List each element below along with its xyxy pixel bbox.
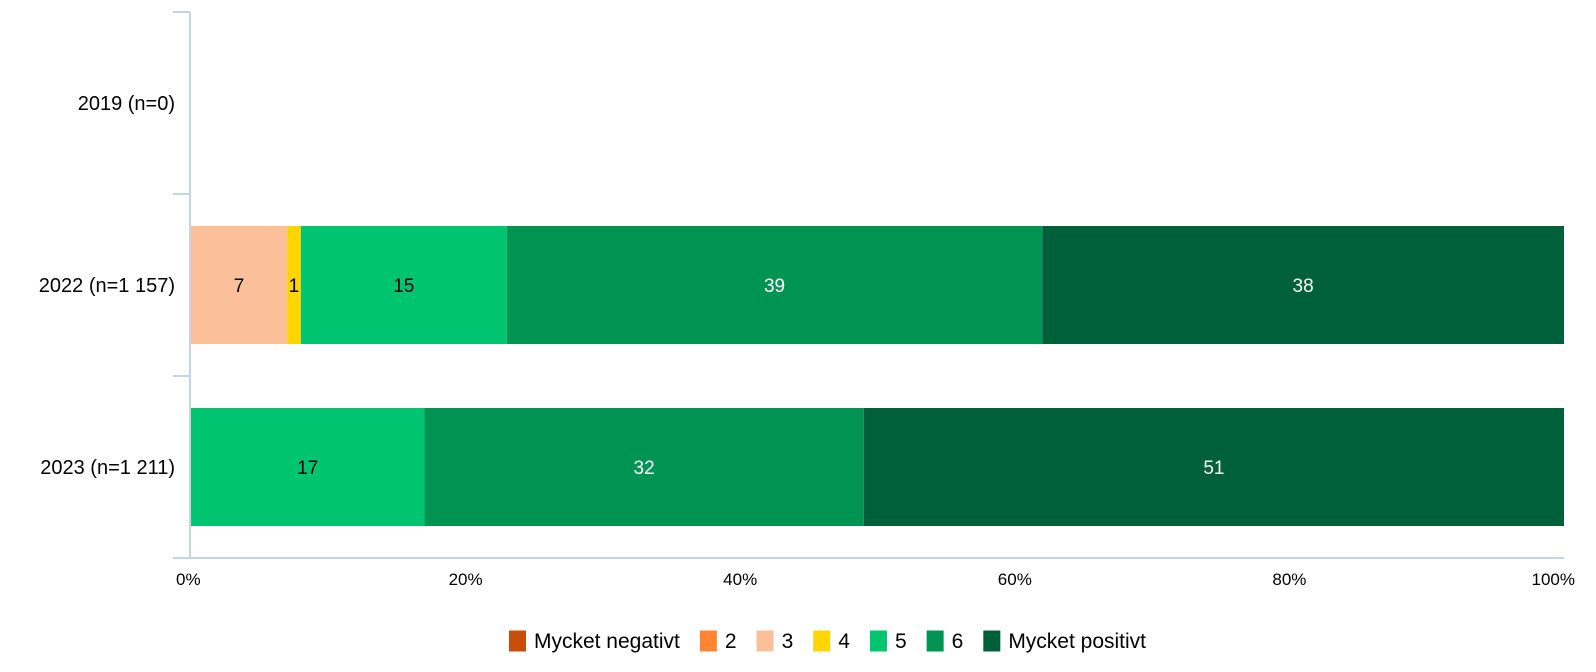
bar-segment [300,226,507,344]
data-label: 39 [764,276,785,297]
data-label: 15 [393,276,414,297]
legend-item: 4 [813,630,850,653]
category-label: 2019 (n=0) [78,93,175,115]
data-label: 17 [297,458,318,479]
legend-swatch [813,630,831,652]
category-label: 2023 (n=1 211) [40,457,175,479]
data-label: 1 [289,276,300,297]
legend-label: 6 [952,630,964,653]
legend-item: Mycket negativt [508,630,680,653]
data-label: 38 [1293,276,1314,297]
data-label: 32 [634,458,655,479]
bar-segment [863,408,1564,526]
legend-item: 6 [926,630,964,653]
legend-item: Mycket positivt [983,630,1146,653]
axes-layer: 2019 (n=0) 2022 (n=1 157) 2023 (n=1 211) 0%… [39,11,1575,589]
category-label: 2022 (n=1 157) [39,275,175,297]
bars-layer [191,226,1564,526]
legend: Mycket negativt 2 3 4 5 6 Mycket positivt [508,630,1146,653]
legend-label: 3 [782,630,794,653]
legend-item: 3 [756,630,794,653]
bar-segment [191,226,288,344]
legend-swatch [756,630,774,652]
bar-segment [191,408,425,526]
legend-swatch [508,630,526,652]
data-label: 7 [234,276,245,297]
legend-swatch [869,630,887,652]
legend-label: 5 [895,630,907,653]
legend-item: 5 [869,630,907,653]
x-tick-label: 100% [1532,570,1575,589]
legend-swatch [926,630,944,652]
x-tick-label: 20% [449,570,483,589]
x-tick-label: 80% [1272,570,1306,589]
data-label: 51 [1203,458,1224,479]
legend-label: Mycket positivt [1008,630,1146,653]
bar-segment [1042,226,1564,344]
x-tick-label: 60% [998,570,1032,589]
legend-swatch [699,630,717,652]
legend-swatch [983,630,1001,652]
bar-segment [424,408,864,526]
legend-item: 2 [699,630,737,653]
legend-label: 2 [725,630,737,653]
labels-layer: 7 1 15 39 38 17 32 51 [234,276,1314,479]
bar-segment [287,226,301,344]
legend-label: 4 [838,630,850,653]
x-tick-label: 0% [176,570,201,589]
bar-segment [506,226,1043,344]
legend-label: Mycket negativt [534,630,680,653]
x-tick-label: 40% [723,570,757,589]
